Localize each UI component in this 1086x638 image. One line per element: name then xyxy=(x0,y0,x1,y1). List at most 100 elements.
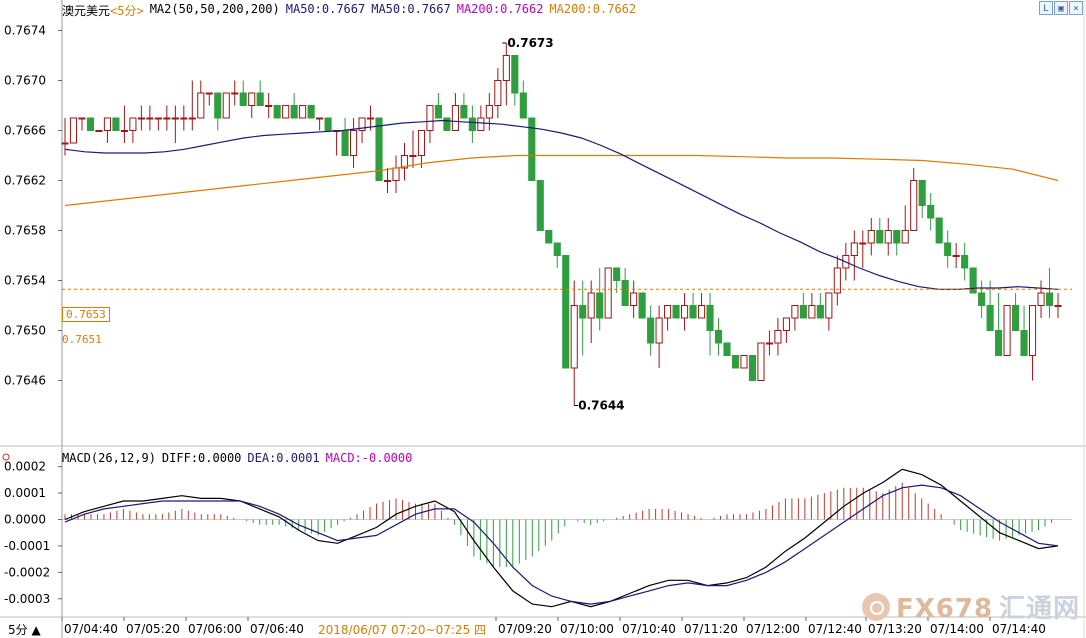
candle-up xyxy=(782,317,790,331)
candle-up xyxy=(765,342,773,345)
candle-up xyxy=(952,255,960,257)
candle-up xyxy=(299,105,307,119)
candle-down xyxy=(273,105,281,119)
candle-up xyxy=(630,292,638,306)
time-tick-label: 07/04:40 xyxy=(64,622,118,636)
candle-down xyxy=(816,305,824,319)
candle-up xyxy=(681,305,689,319)
price-tick-label: 0.7658 xyxy=(4,224,46,238)
price-tick-label: 0.7674 xyxy=(4,24,46,38)
time-tick-label: 07/05:20 xyxy=(126,622,180,636)
price-tick-label: 0.7666 xyxy=(4,124,46,138)
symbol-label: 澳元美元 xyxy=(62,4,111,18)
time-tick-label: 07/10:40 xyxy=(622,622,676,636)
candle-down xyxy=(961,255,969,269)
time-tick-label: 07/06:40 xyxy=(250,622,304,636)
candle-up xyxy=(791,305,799,319)
chart-header: 澳元美元 <5分> MA2(50,50,200,200) MA50:0.7667… xyxy=(62,2,642,18)
candle-up xyxy=(154,117,162,120)
watermark: FX678 汇通网 xyxy=(862,588,1080,625)
candle-up xyxy=(95,130,103,132)
candle-down xyxy=(579,305,587,319)
candle-up xyxy=(808,305,816,319)
candle-down xyxy=(647,317,655,344)
candle-down xyxy=(1012,305,1020,331)
macd-tick-label: 0.0000 xyxy=(4,513,46,527)
candle-down xyxy=(748,355,757,381)
candle-up xyxy=(409,155,417,157)
time-tick-label: 07/09:20 xyxy=(498,622,552,636)
candle-up xyxy=(485,105,493,119)
candle-down xyxy=(528,117,536,181)
candle-up xyxy=(901,230,909,244)
candle-down xyxy=(613,267,621,281)
period-badge[interactable]: 5分 ▲ xyxy=(8,623,41,637)
candle-up xyxy=(171,117,179,120)
candle-up xyxy=(383,180,392,182)
candle-up xyxy=(604,267,612,319)
candle-up xyxy=(120,130,128,132)
macd-header: MACD(26,12,9) DIFF:0.0000 DEA:0.0001 MAC… xyxy=(62,451,418,467)
candle-down xyxy=(723,342,731,356)
time-tick-label: 07/12:00 xyxy=(746,622,800,636)
ma200-line xyxy=(64,154,1059,207)
watermark-cn: 汇通网 xyxy=(999,594,1081,624)
candle-up xyxy=(697,305,706,319)
price-tick-label: 0.7650 xyxy=(4,324,46,338)
candle-down xyxy=(714,330,723,344)
toolbar-scale-icon[interactable]: L xyxy=(1039,1,1053,15)
candle-down xyxy=(536,180,544,231)
toolbar-settings-icon[interactable]: ▣ xyxy=(1054,1,1068,15)
candle-down xyxy=(799,305,807,319)
candle-up xyxy=(884,230,892,244)
candle-up xyxy=(740,355,748,369)
candle-up xyxy=(61,142,69,145)
candle-down xyxy=(443,117,451,131)
macd-tick-label: -0.0003 xyxy=(4,592,50,606)
candle-down xyxy=(239,92,247,106)
candle-up xyxy=(197,92,205,119)
candle-down xyxy=(978,292,986,306)
candle-up xyxy=(417,130,426,156)
macd-dea-value: DEA:0.0001 xyxy=(247,451,320,465)
candle-up xyxy=(358,117,366,131)
toolbar-close-icon[interactable]: × xyxy=(1069,1,1083,15)
candle-down xyxy=(706,305,714,331)
candle-up xyxy=(867,230,875,244)
macd-label[interactable]: MACD(26,12,9) xyxy=(62,451,156,465)
candle-up xyxy=(1037,292,1045,306)
time-tick-label: 07/10:00 xyxy=(560,622,614,636)
candle-up xyxy=(350,130,358,156)
candle-down xyxy=(596,292,604,319)
candle-down xyxy=(1020,330,1028,356)
macd-tick-label: -0.0001 xyxy=(4,539,50,553)
candle-up xyxy=(265,105,273,107)
candle-up xyxy=(664,305,672,319)
macd-tick-label: -0.0002 xyxy=(4,565,50,579)
candle-down xyxy=(256,92,264,106)
candle-up xyxy=(587,292,595,319)
ma50-line xyxy=(64,119,1059,290)
candle-up xyxy=(137,117,145,120)
candle-down xyxy=(214,92,222,119)
candle-up xyxy=(231,92,239,95)
macd-tick-label: 0.0001 xyxy=(4,486,46,500)
candle-down xyxy=(341,130,349,156)
candle-down xyxy=(731,355,740,369)
candle-down xyxy=(944,242,952,256)
time-tick-label: 07/14:00 xyxy=(930,622,984,636)
secondary-price-tag: 0.7651 xyxy=(62,333,102,346)
macd-dea-line xyxy=(64,484,1059,605)
candle-up xyxy=(78,117,86,120)
ma-indicator-label[interactable]: MA2(50,50,200,200) xyxy=(149,2,280,16)
candle-up xyxy=(205,92,213,95)
candle-down xyxy=(893,230,901,244)
candle-up xyxy=(1054,305,1062,307)
candle-down xyxy=(511,55,519,94)
time-tick-label: 07/13:20 xyxy=(868,622,922,636)
candle-down xyxy=(995,330,1003,356)
candle-up xyxy=(163,117,171,120)
fx678-logo-icon xyxy=(862,593,890,621)
candle-down xyxy=(1045,292,1054,306)
